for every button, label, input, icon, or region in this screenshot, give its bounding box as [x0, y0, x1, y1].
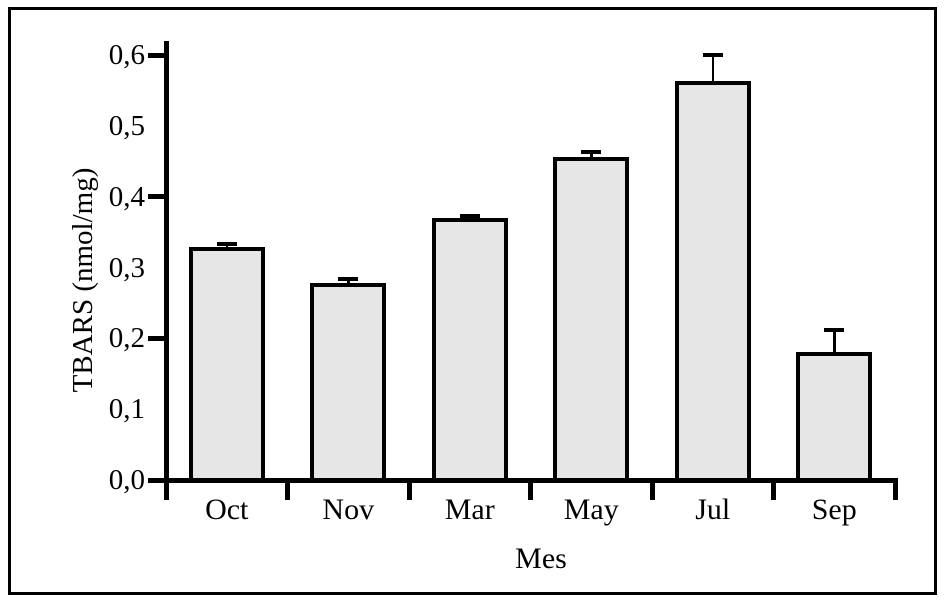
- error-bar-stem-mar: [468, 215, 471, 221]
- y-axis-line: [163, 41, 169, 500]
- x-axis-tick: [771, 477, 776, 500]
- bar-sep: [796, 352, 873, 483]
- x-axis-title: Mes: [515, 542, 567, 575]
- bar-oct: [188, 247, 265, 483]
- x-axis-tick: [406, 477, 412, 500]
- category-label-nov: Nov: [322, 493, 375, 526]
- category-label-sep: Sep: [811, 493, 857, 526]
- error-bar-cap-mar: [459, 213, 480, 218]
- error-bar-cap-oct: [216, 242, 237, 247]
- bar-jul: [674, 81, 751, 483]
- x-axis-tick: [163, 477, 169, 500]
- y-axis-tick: [148, 335, 166, 341]
- y-tick-label: 0,1: [108, 393, 145, 426]
- y-tick-label: 0,4: [108, 180, 145, 213]
- bar-mar: [431, 217, 508, 483]
- error-bar-stem-jul: [711, 55, 714, 84]
- error-bar-stem-oct: [225, 244, 228, 250]
- error-bar-cap-sep: [824, 327, 845, 332]
- y-tick-label: 0,3: [108, 251, 145, 284]
- error-bar-cap-may: [581, 150, 602, 155]
- y-axis-tick: [148, 477, 166, 483]
- category-label-oct: Oct: [205, 493, 249, 526]
- category-label-may: May: [563, 493, 619, 526]
- figure-border: TBARS (nmol/mg) Mes 0,0 0,1 0,2 0,3 0,4 0,5 0,…: [8, 7, 937, 595]
- x-axis-tick: [285, 477, 290, 500]
- y-axis-tick: [148, 52, 166, 58]
- error-bar-stem-nov: [347, 278, 350, 286]
- category-label-mar: Mar: [444, 493, 495, 526]
- y-tick-label: 0,2: [108, 322, 145, 355]
- category-label-jul: Jul: [695, 493, 731, 526]
- bar-nov: [310, 282, 387, 483]
- error-bar-cap-jul: [702, 53, 723, 58]
- error-bar-stem-may: [590, 152, 593, 160]
- error-bar-stem-sep: [833, 329, 836, 355]
- y-tick-label: 0,0: [108, 464, 145, 496]
- error-bar-cap-nov: [338, 276, 359, 281]
- x-axis-tick: [892, 477, 898, 500]
- y-tick-label: 0,6: [108, 39, 145, 72]
- y-axis-tick: [148, 194, 166, 200]
- y-tick-label: 0,5: [108, 110, 145, 142]
- x-axis-tick: [649, 477, 655, 500]
- x-axis-tick: [528, 477, 533, 500]
- bar-may: [553, 157, 630, 483]
